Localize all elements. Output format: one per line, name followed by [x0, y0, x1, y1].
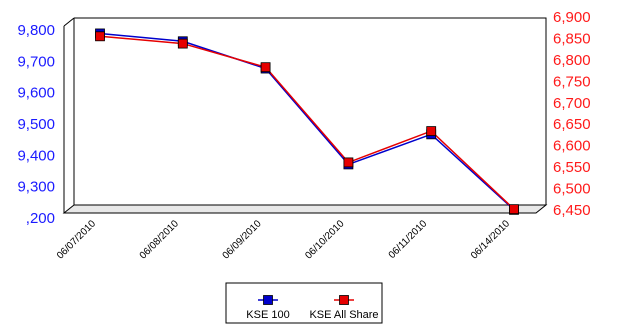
data-point [343, 157, 354, 168]
series-line-1 [99, 35, 515, 210]
floor-panel [62, 204, 548, 214]
left-tick-label: 9,300 [17, 179, 55, 196]
right-tick-label: 6,600 [553, 138, 591, 155]
x-tick-label: 06/10/2010 [303, 218, 346, 261]
right-tick-label: 6,550 [553, 159, 591, 176]
right-tick-label: 6,650 [553, 116, 591, 133]
right-tick-label: 6,500 [553, 181, 591, 198]
series-line-0 [99, 32, 515, 211]
left-tick-label: 9,600 [17, 85, 55, 102]
x-tick-label: 06/14/2010 [469, 218, 512, 261]
x-tick-label: 06/11/2010 [387, 218, 430, 261]
left-axis-ticks: ,200 9,300 9,400 9,500 9,600 9,700 9,800 [17, 22, 55, 227]
x-tick-label: 06/08/2010 [138, 218, 181, 261]
data-point [95, 31, 105, 42]
left-tick-label: 9,500 [17, 116, 55, 133]
legend-label: KSE 100 [246, 309, 289, 321]
series-lines [99, 32, 515, 211]
data-point [426, 126, 437, 136]
left-tick-label: 9,700 [17, 53, 55, 70]
back-wall [74, 17, 547, 205]
left-depth-line [63, 17, 75, 27]
series-markers [95, 28, 519, 215]
right-tick-label: 6,800 [553, 52, 591, 69]
left-tick-label: 9,800 [17, 22, 55, 39]
legend-box [225, 282, 383, 324]
right-axis-ticks: 6,450 6,500 6,550 6,600 6,650 6,700 6,750 6,800… [553, 9, 591, 219]
x-tick-label: 06/09/2010 [221, 218, 264, 261]
right-tick-label: 6,450 [553, 202, 591, 219]
data-point [260, 62, 271, 73]
right-tick-label: 6,900 [553, 9, 591, 26]
right-tick-label: 6,700 [553, 95, 591, 112]
legend: KSE 100 KSE All Share [225, 282, 383, 324]
legend-marker [263, 295, 273, 305]
x-axis-ticks: 06/07/2010 06/08/2010 06/09/2010 06/10/2010… [55, 218, 512, 261]
legend-marker [339, 295, 349, 305]
right-tick-label: 6,750 [553, 73, 591, 90]
data-point [177, 38, 188, 49]
right-tick-label: 6,850 [553, 30, 591, 47]
data-point [509, 204, 519, 215]
plot-frame [62, 17, 548, 214]
legend-label: KSE All Share [309, 309, 378, 321]
x-tick-label: 06/07/2010 [55, 218, 98, 261]
left-tick-label: 9,400 [17, 147, 55, 164]
left-tick-label: ,200 [26, 210, 55, 227]
